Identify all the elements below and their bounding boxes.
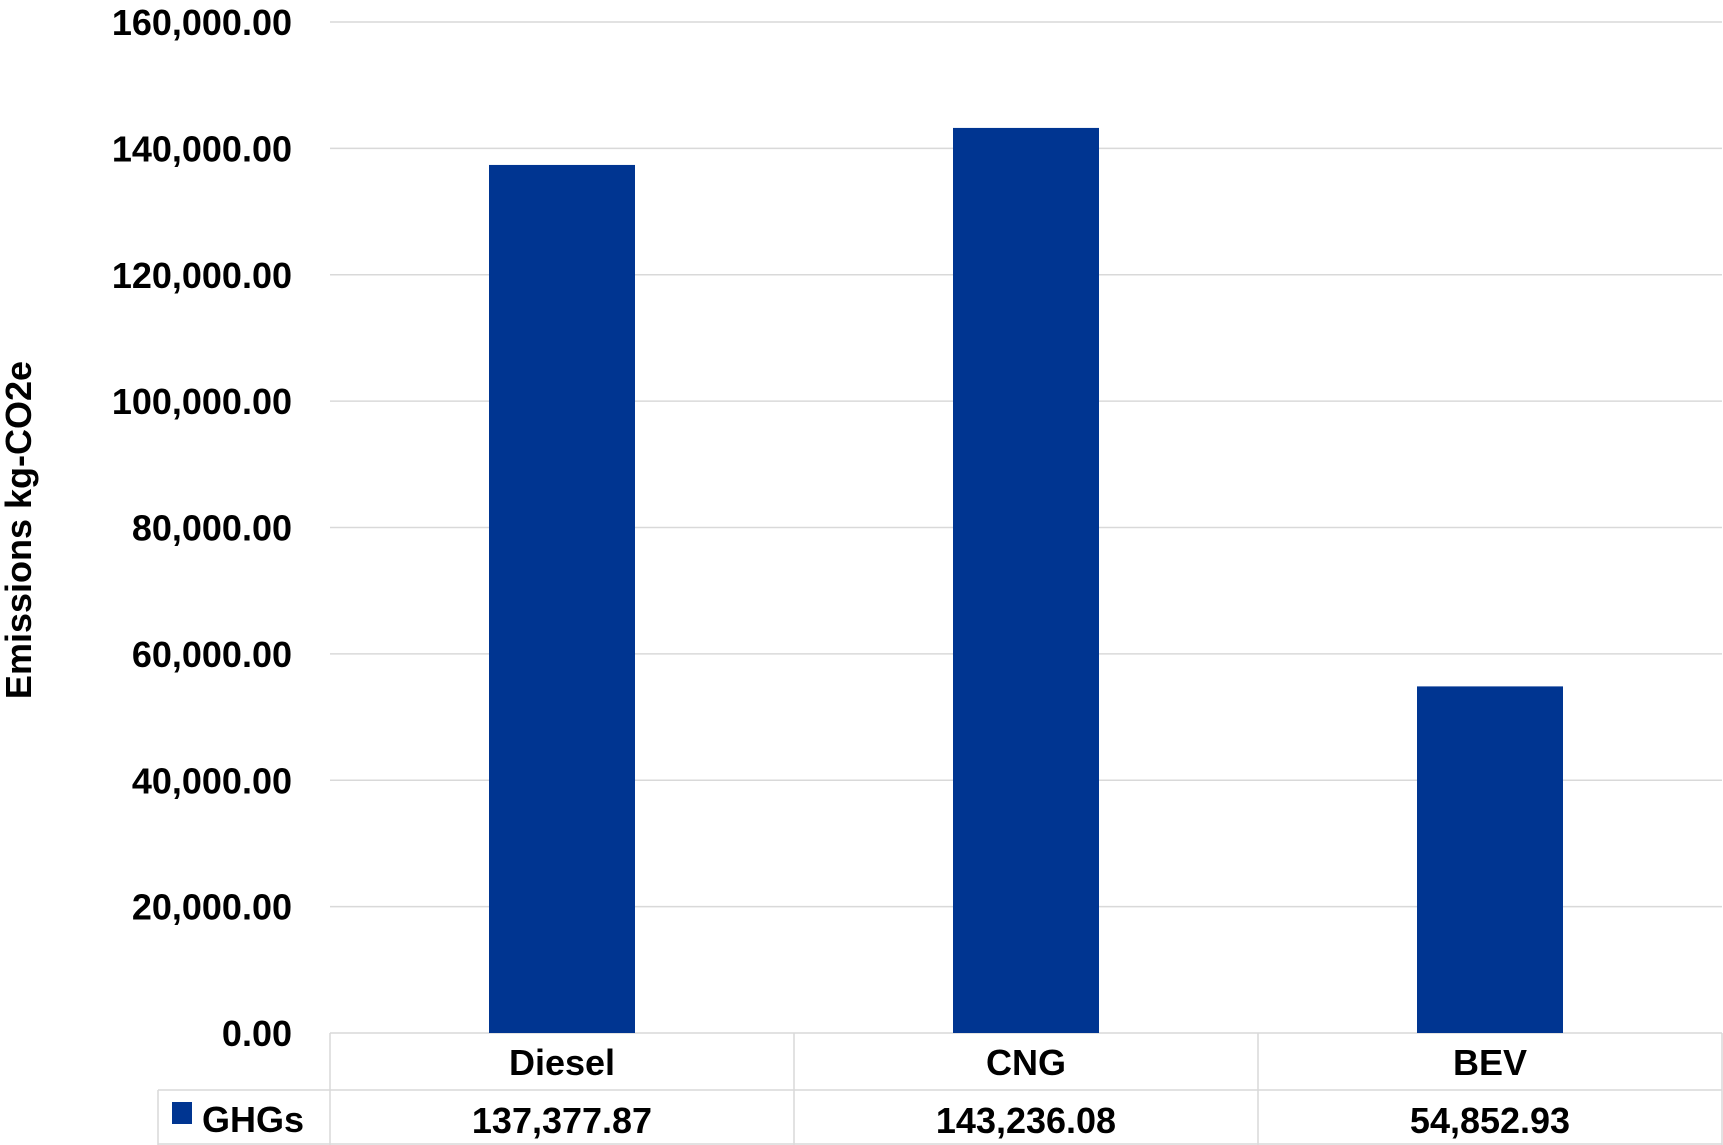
x-tick-label: Diesel <box>509 1042 615 1083</box>
y-tick-label: 80,000.00 <box>132 508 292 549</box>
y-tick-label: 120,000.00 <box>112 255 292 296</box>
bar-bev <box>1417 686 1563 1033</box>
y-tick-label: 20,000.00 <box>132 887 292 928</box>
data-label: 54,852.93 <box>1410 1100 1570 1141</box>
y-tick-label: 160,000.00 <box>112 2 292 43</box>
y-tick-label: 40,000.00 <box>132 760 292 801</box>
x-tick-label: CNG <box>986 1042 1066 1083</box>
x-tick-label: BEV <box>1453 1042 1527 1083</box>
legend-label: GHGs <box>202 1099 304 1140</box>
y-tick-label: 140,000.00 <box>112 128 292 169</box>
y-tick-label: 60,000.00 <box>132 634 292 675</box>
legend-swatch <box>172 1102 192 1124</box>
y-tick-label: 100,000.00 <box>112 381 292 422</box>
data-label: 137,377.87 <box>472 1100 652 1141</box>
bars <box>489 127 1563 1034</box>
bar-diesel <box>489 164 635 1033</box>
y-axis-tick-labels: 0.00 20,000.00 40,000.00 60,000.00 80,000.00… <box>112 2 292 1054</box>
data-label: 143,236.08 <box>936 1100 1116 1141</box>
y-axis-label: Emissions kg-CO2e <box>0 361 39 699</box>
data-table: Diesel 137,377.87 CNG 143,236.08 BEV 54,852.9… <box>157 1033 1723 1145</box>
bar-cng <box>953 127 1099 1034</box>
y-tick-label: 0.00 <box>222 1013 292 1054</box>
